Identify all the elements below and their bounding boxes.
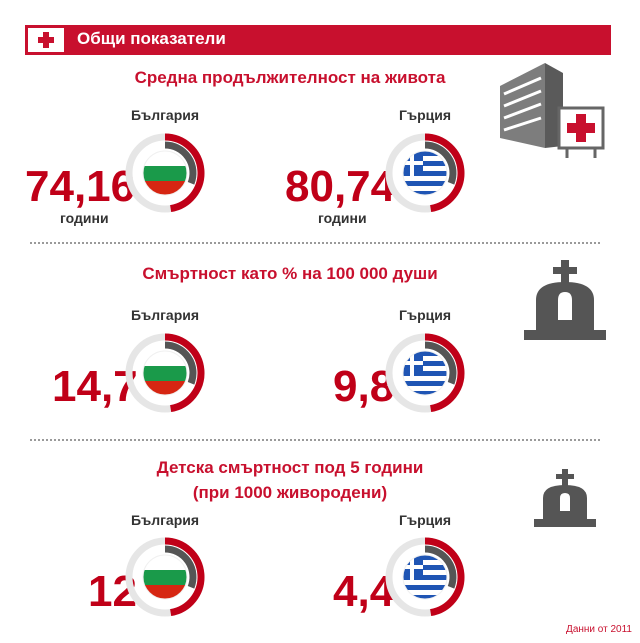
bulgaria-flag-icon: [125, 133, 205, 213]
data-source-note: Данни от 2011: [566, 624, 632, 635]
tombstone-icon: [534, 469, 596, 527]
hospital-icon: [500, 63, 605, 158]
bulgaria-flag-icon: [125, 333, 205, 413]
section-title-child-mortality: Детска смъртност под 5 години: [156, 458, 424, 477]
section-title-life-expectancy: Средна продължителност на живота: [134, 68, 446, 87]
unit-label: години: [318, 210, 367, 226]
value-greece-mortality: 9,8: [333, 362, 395, 411]
tombstone-icon: [524, 260, 606, 340]
divider: [30, 242, 600, 244]
country-label-greece: Гърция: [398, 307, 452, 323]
red-cross-icon: [28, 28, 64, 52]
value-greece-life-expectancy: 80,74: [285, 162, 396, 211]
divider: [30, 439, 600, 441]
greece-flag-icon: [385, 133, 465, 213]
value-greece-child-mortality: 4,4: [333, 567, 395, 616]
bulgaria-flag-icon: [125, 537, 205, 617]
unit-label: години: [60, 210, 109, 226]
country-label-bulgaria: България: [130, 307, 200, 323]
header-bar: Общи показатели: [25, 25, 611, 55]
section-subtitle-child-mortality: (при 1000 живородени): [192, 483, 388, 502]
section-title-mortality: Смъртност като % на 100 000 души: [142, 264, 438, 283]
greece-flag-icon: [385, 333, 465, 413]
country-label-bulgaria: България: [130, 512, 200, 528]
country-label-greece: Гърция: [398, 107, 452, 123]
page-title: Общи показатели: [77, 29, 226, 48]
country-label-bulgaria: България: [130, 107, 200, 123]
greece-flag-icon: [385, 537, 465, 617]
value-bulgaria-mortality: 14,7: [52, 362, 138, 411]
country-label-greece: Гърция: [398, 512, 452, 528]
value-bulgaria-life-expectancy: 74,16: [25, 162, 136, 211]
